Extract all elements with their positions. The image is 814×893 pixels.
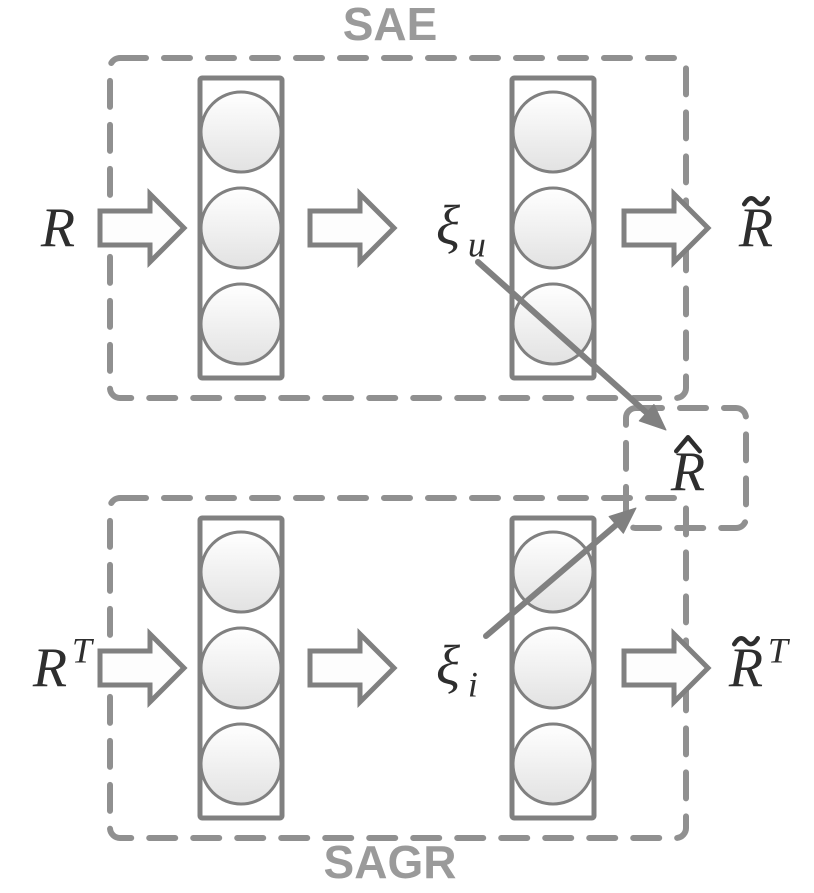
arrow-in-bottom xyxy=(100,634,184,702)
label-r-tilde-base: R xyxy=(738,197,773,259)
arrow-mid-bottom xyxy=(310,634,394,702)
label-rt: RT xyxy=(32,630,95,699)
neuron-bottom-right-2 xyxy=(513,724,593,804)
label-xi-i-base: ξ xyxy=(436,635,460,697)
label-xi-u-sub: u xyxy=(468,224,486,264)
title-top: SAE xyxy=(343,0,438,50)
neuron-top-left-2 xyxy=(201,284,281,364)
label-rt-base: R xyxy=(32,637,67,699)
arrow-in-top xyxy=(100,194,184,262)
dashed-box-sagr xyxy=(110,498,686,838)
label-rt-tilde-base: R xyxy=(728,637,763,699)
label-xi-i-sub: i xyxy=(468,664,478,704)
label-r: R xyxy=(40,197,75,259)
neuron-top-right-0 xyxy=(513,92,593,172)
title-bottom: SAGR xyxy=(324,836,457,888)
dashed-box-sae xyxy=(110,58,686,398)
neuron-bottom-right-1 xyxy=(513,628,593,708)
neuron-top-left-0 xyxy=(201,92,281,172)
neuron-bottom-left-0 xyxy=(201,532,281,612)
label-xi-u: ξu xyxy=(436,195,486,264)
label-rt-tilde-sup: T xyxy=(768,630,791,670)
neuron-bottom-left-1 xyxy=(201,628,281,708)
label-xi-u-base: ξ xyxy=(436,195,460,257)
arrow-out-bottom xyxy=(624,634,708,702)
label-rt-tilde: RT xyxy=(728,630,791,699)
neuron-top-right-1 xyxy=(513,188,593,268)
label-r-hat: R xyxy=(670,437,705,503)
neuron-top-left-1 xyxy=(201,188,281,268)
label-r-tilde: R xyxy=(738,197,773,259)
label-rt-sup: T xyxy=(72,630,95,670)
neuron-bottom-left-2 xyxy=(201,724,281,804)
arrow-mid-top xyxy=(310,194,394,262)
label-xi-i: ξi xyxy=(436,635,478,704)
arrow-out-top xyxy=(624,194,708,262)
label-r-base: R xyxy=(40,197,75,259)
